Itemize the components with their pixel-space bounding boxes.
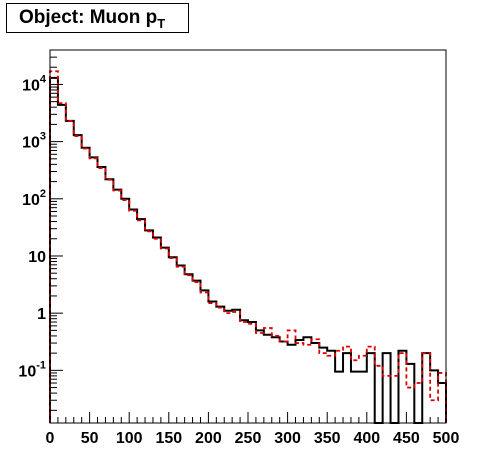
x-tick-label: 50 (81, 430, 99, 447)
x-tick-label: 350 (314, 430, 341, 447)
series-1-line (49, 70, 447, 423)
chart-title: Object: Muon pT (19, 5, 165, 32)
y-tick-label: 104 (22, 73, 47, 94)
y-tick-label: 102 (22, 188, 46, 209)
chart-title-main: Object: Muon p (19, 7, 158, 28)
chart-title-subscript: T (157, 16, 166, 31)
x-tick-label: 100 (116, 430, 143, 447)
x-tick-label: 150 (155, 430, 182, 447)
x-tick-label: 500 (433, 430, 460, 447)
plot-frame (49, 49, 447, 424)
x-tick-label: 400 (353, 430, 380, 447)
x-tick-label: 450 (393, 430, 420, 447)
x-tick-label: 250 (235, 430, 262, 447)
series-layer (49, 70, 447, 424)
x-tick-label: 200 (195, 430, 222, 447)
x-tick-label: 0 (46, 430, 55, 447)
tick-label-layer: 0 50 100 150 200 250 300 350 400 450 500 104 103 102 1… (18, 73, 459, 447)
title-box: Object: Muon pT (6, 3, 189, 33)
series-0-line (49, 76, 447, 424)
axis-layer (49, 49, 447, 423)
x-tick-label: 300 (274, 430, 301, 447)
y-tick-label: 103 (22, 131, 46, 152)
y-tick-label: 10-1 (18, 359, 46, 380)
y-tick-label: 1 (37, 306, 46, 323)
y-tick-label: 10 (28, 249, 46, 266)
